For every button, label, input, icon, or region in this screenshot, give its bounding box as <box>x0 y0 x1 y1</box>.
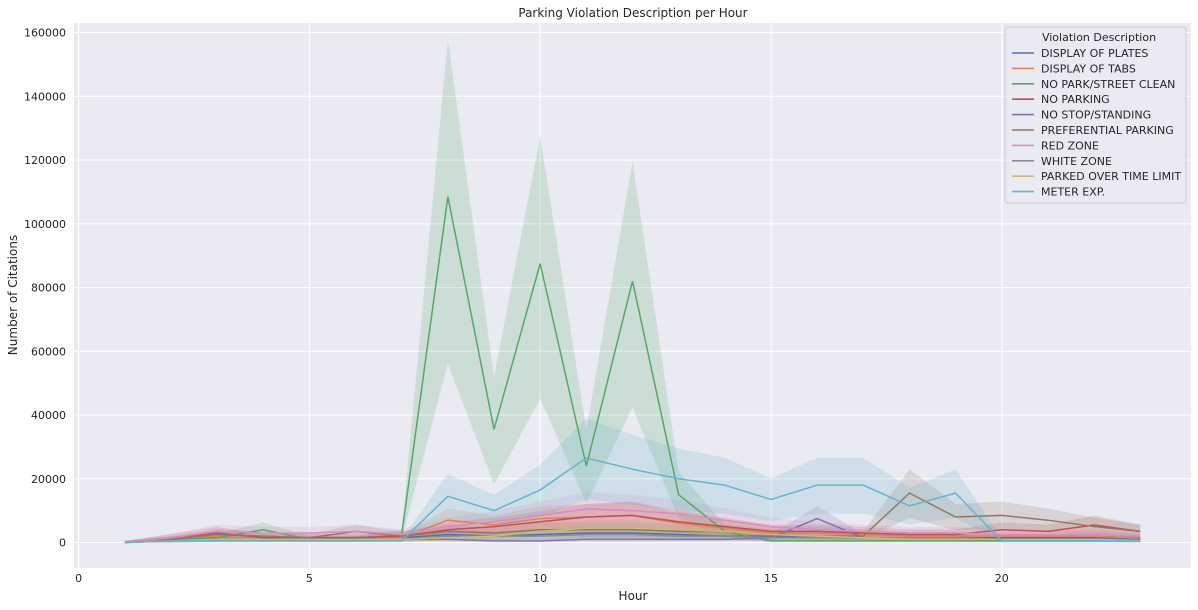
legend-entry: WHITE ZONE <box>1041 155 1112 168</box>
y-tick-label: 140000 <box>24 90 66 103</box>
x-tick-label: 0 <box>75 572 82 585</box>
y-tick-labels: 0 20000 40000 60000 80000 100000 120000 140000 1… <box>24 27 66 550</box>
legend-entry: NO STOP/STANDING <box>1041 109 1151 122</box>
y-tick-label: 80000 <box>31 282 66 295</box>
x-axis-label: Hour <box>619 589 648 603</box>
legend-entry: RED ZONE <box>1041 139 1099 152</box>
grid <box>74 23 1191 568</box>
y-tick-label: 20000 <box>31 473 66 486</box>
y-tick-label: 160000 <box>24 27 66 40</box>
y-tick-label: 60000 <box>31 345 66 358</box>
chart-title: Parking Violation Description per Hour <box>518 6 747 20</box>
confidence-band <box>124 469 1141 543</box>
legend-title: Violation Description <box>1042 31 1156 44</box>
x-tick-labels: 0 5 10 15 20 <box>75 572 1009 585</box>
series-lines <box>124 196 1141 544</box>
legend-entry: METER EXP. <box>1041 186 1105 199</box>
y-tick-label: 100000 <box>24 218 66 231</box>
legend-box <box>1004 26 1187 204</box>
legend-entry: DISPLAY OF TABS <box>1041 62 1136 75</box>
series-line <box>124 457 1141 544</box>
legend-entry: NO PARK/STREET CLEAN <box>1041 78 1175 91</box>
legend-entry: NO PARKING <box>1041 93 1110 106</box>
x-tick-label: 15 <box>764 572 778 585</box>
y-tick-label: 0 <box>59 537 66 550</box>
legend-entry: PARKED OVER TIME LIMIT <box>1041 170 1181 183</box>
series-line <box>124 492 1141 544</box>
legend: Violation Description DISPLAY OF PLATES D… <box>1004 26 1187 204</box>
series-line <box>124 196 1141 544</box>
legend-entry: DISPLAY OF PLATES <box>1041 47 1148 60</box>
y-axis-label: Number of Citations <box>6 235 20 355</box>
x-tick-label: 10 <box>533 572 547 585</box>
y-tick-label: 40000 <box>31 409 66 422</box>
confidence-band <box>124 492 1141 543</box>
legend-entry: PREFERENTIAL PARKING <box>1041 124 1174 137</box>
x-tick-label: 20 <box>995 572 1009 585</box>
confidence-band <box>124 39 1141 543</box>
confidence-band <box>124 418 1141 543</box>
series-line <box>124 527 1141 544</box>
series-line <box>124 508 1141 544</box>
y-tick-label: 120000 <box>24 154 66 167</box>
x-tick-label: 5 <box>306 572 313 585</box>
